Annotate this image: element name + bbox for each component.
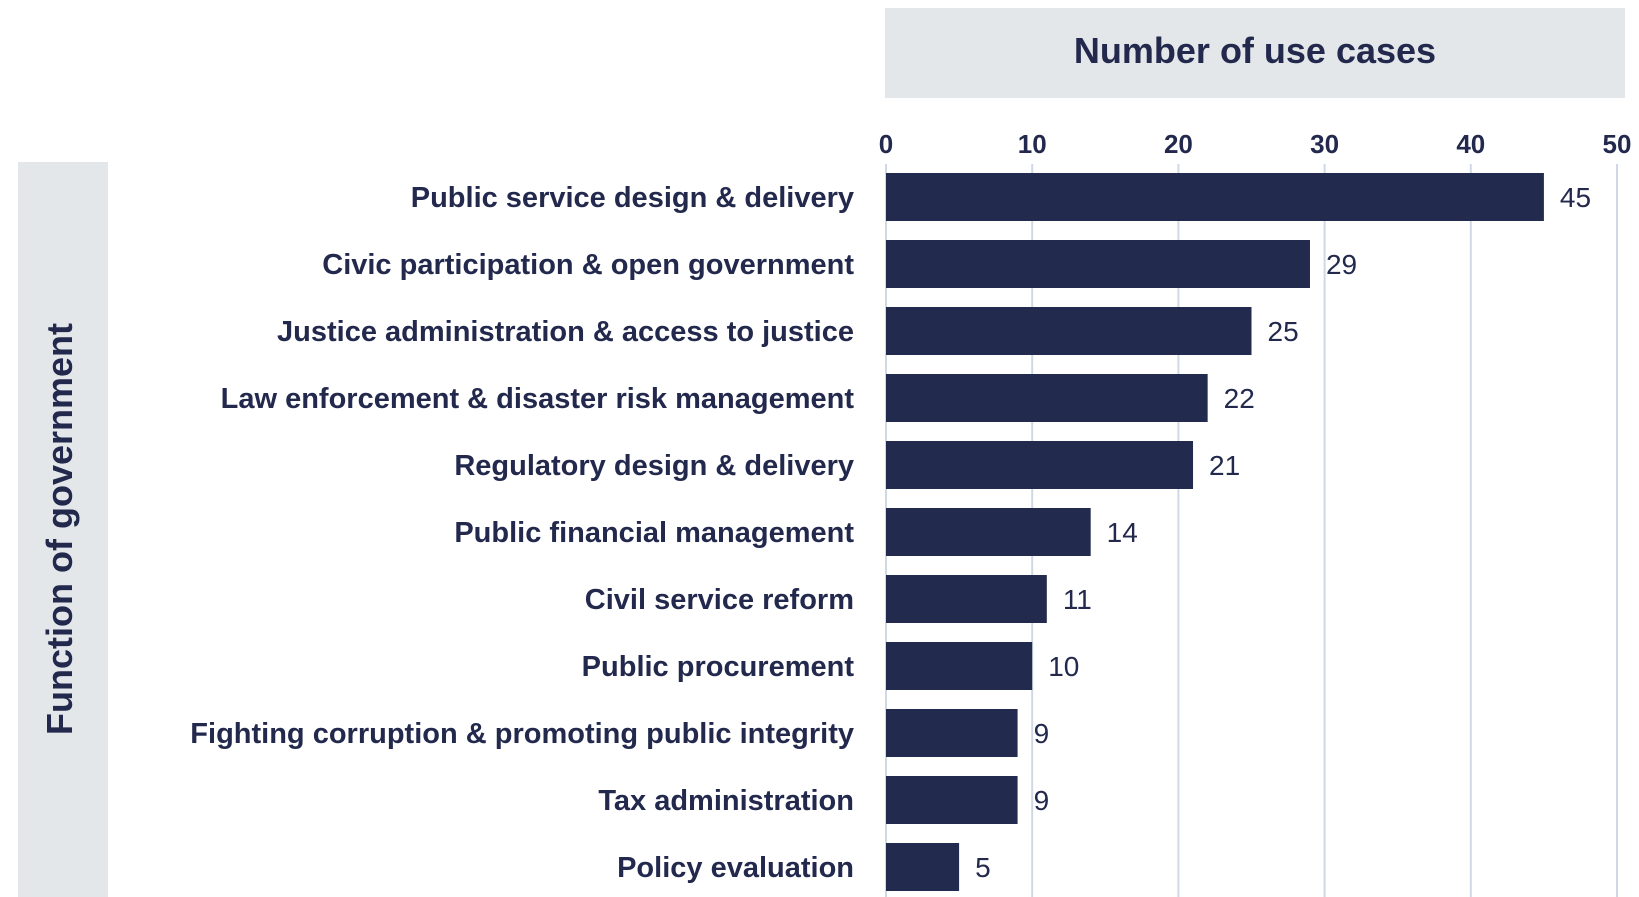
x-tick-label: 10 — [1018, 129, 1047, 159]
category-label: Justice administration & access to justi… — [277, 316, 854, 348]
bar — [886, 575, 1047, 623]
bar — [886, 508, 1091, 556]
y-axis-title-panel — [18, 162, 108, 897]
category-label: Civic participation & open government — [322, 249, 854, 281]
x-axis-ticks: 0 10 20 30 40 50 — [879, 129, 1632, 159]
category-label: Law enforcement & disaster risk manageme… — [221, 383, 855, 415]
bar — [886, 240, 1310, 288]
value-label: 10 — [1048, 651, 1079, 682]
value-label: 11 — [1063, 584, 1092, 615]
y-axis-title: Function of government — [39, 323, 80, 735]
bar — [886, 709, 1018, 757]
category-label: Public service design & delivery — [411, 182, 854, 214]
bar — [886, 843, 960, 891]
category-label: Fighting corruption & promoting public i… — [190, 718, 854, 750]
x-tick-label: 50 — [1603, 129, 1632, 159]
value-label: 14 — [1107, 517, 1138, 548]
value-label: 29 — [1326, 249, 1357, 280]
category-label: Public procurement — [582, 651, 855, 683]
bar — [886, 374, 1208, 422]
value-label: 25 — [1268, 316, 1299, 347]
bar — [886, 642, 1033, 690]
x-tick-label: 20 — [1164, 129, 1193, 159]
value-label: 9 — [1034, 785, 1050, 816]
category-label: Public financial management — [454, 517, 854, 549]
bar — [886, 307, 1252, 355]
category-label: Regulatory design & delivery — [454, 450, 854, 482]
value-labels: 45 29 25 22 21 14 11 10 9 9 5 — [975, 182, 1591, 883]
x-tick-label: 40 — [1456, 129, 1485, 159]
value-label: 5 — [975, 852, 991, 883]
category-label: Policy evaluation — [617, 852, 854, 884]
x-tick-label: 30 — [1310, 129, 1339, 159]
bar — [886, 776, 1018, 824]
bars — [886, 173, 1544, 891]
x-axis-title: Number of use cases — [1074, 30, 1436, 71]
category-labels: Public service design & delivery Civic pa… — [190, 182, 854, 884]
value-label: 9 — [1034, 718, 1050, 749]
x-axis-title-panel — [885, 8, 1625, 98]
bar — [886, 173, 1544, 221]
value-label: 21 — [1209, 450, 1240, 481]
bar — [886, 441, 1194, 489]
x-tick-label: 0 — [879, 129, 893, 159]
category-label: Tax administration — [598, 785, 854, 817]
category-label: Civil service reform — [585, 584, 854, 616]
value-label: 22 — [1224, 383, 1255, 414]
value-label: 45 — [1560, 182, 1591, 213]
